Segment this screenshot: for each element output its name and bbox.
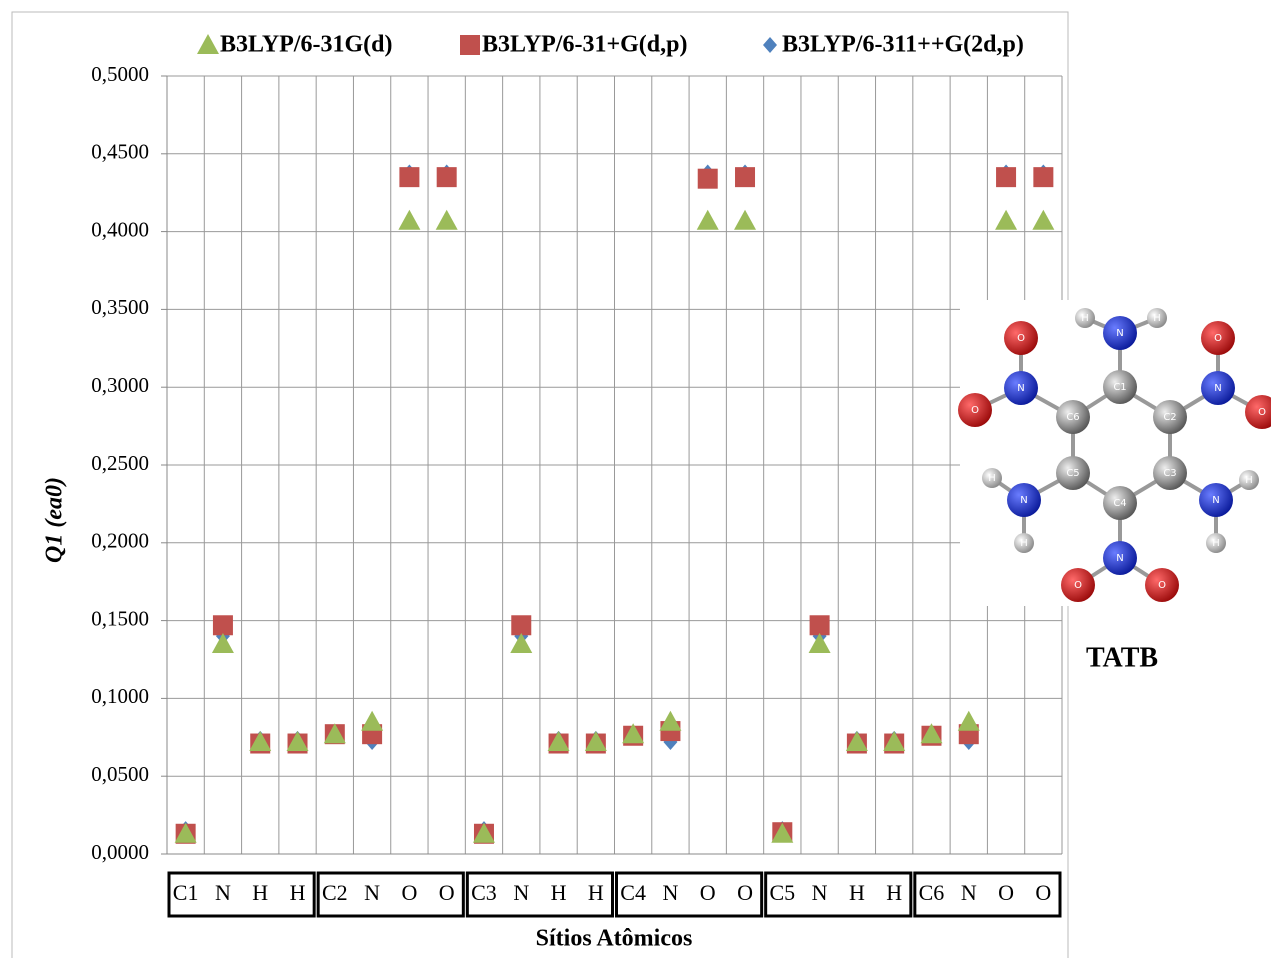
atom-label: C2	[1163, 412, 1176, 423]
x-tick-label: O	[439, 880, 455, 905]
atom-label: H	[1081, 313, 1089, 324]
atom-label: H	[988, 473, 996, 484]
x-tick-label: N	[961, 880, 977, 905]
atom-label: H	[1212, 538, 1220, 549]
legend-label: B3LYP/6-31G(d)	[220, 32, 392, 58]
atom-label: N	[1214, 383, 1221, 394]
y-tick-label: 0,4500	[91, 140, 149, 164]
square-marker	[511, 615, 531, 635]
x-tick-label: H	[551, 880, 567, 905]
atom-label: O	[1214, 333, 1222, 344]
y-tick-label: 0,2000	[91, 529, 149, 553]
atom-label: O	[1158, 580, 1166, 591]
x-tick-label: O	[1035, 880, 1051, 905]
square-marker	[460, 35, 480, 55]
x-axis-label: Sítios Atômicos	[536, 926, 693, 952]
atom-label: H	[1020, 538, 1028, 549]
x-tick-label: H	[849, 880, 865, 905]
x-tick-label: O	[737, 880, 753, 905]
square-marker	[810, 615, 830, 635]
square-marker	[698, 169, 718, 189]
x-tick-label: O	[700, 880, 716, 905]
atom-label: C6	[1066, 412, 1079, 423]
y-tick-label: 0,5000	[91, 62, 149, 86]
atom-label: H	[1245, 475, 1253, 486]
atom-label: C4	[1113, 498, 1126, 509]
atom-label: O	[971, 405, 979, 416]
y-tick-label: 0,0500	[91, 762, 149, 786]
legend-label: B3LYP/6-31+G(d,p)	[482, 32, 688, 58]
x-tick-label: C2	[322, 880, 348, 905]
y-tick-label: 0,3000	[91, 373, 149, 397]
y-tick-label: 0,2500	[91, 451, 149, 475]
x-tick-label: N	[513, 880, 529, 905]
square-marker	[735, 167, 755, 187]
atom-label: N	[1116, 328, 1123, 339]
inset-title: TATB	[1086, 642, 1158, 673]
atom-label: N	[1017, 383, 1024, 394]
y-tick-label: 0,1500	[91, 606, 149, 630]
legend-label: B3LYP/6-311++G(2d,p)	[782, 32, 1024, 58]
x-tick-label: N	[364, 880, 380, 905]
x-tick-label: H	[252, 880, 268, 905]
y-tick-label: 0,0000	[91, 840, 149, 864]
x-tick-label: O	[998, 880, 1014, 905]
y-tick-label: 0,3500	[91, 295, 149, 319]
y-tick-label: 0,1000	[91, 684, 149, 708]
figure: Sítios Atômicos Q1 (ea0) 0,0000 0,0500 0,1…	[0, 0, 1271, 958]
atom-label: O	[1017, 333, 1025, 344]
x-tick-label: C3	[471, 880, 497, 905]
atom-label: O	[1074, 580, 1082, 591]
square-marker	[399, 167, 419, 187]
atom-label: H	[1153, 313, 1161, 324]
atom-label: C1	[1113, 382, 1126, 393]
x-tick-label: H	[886, 880, 902, 905]
y-axis-label: Q1 (ea0)	[42, 477, 68, 563]
square-marker	[996, 167, 1016, 187]
y-tick-label: 0,4000	[91, 217, 149, 241]
square-marker	[437, 167, 457, 187]
atom-label: C5	[1066, 468, 1079, 479]
x-tick-label: C5	[769, 880, 795, 905]
x-tick-label: N	[215, 880, 231, 905]
x-tick-label: C6	[919, 880, 945, 905]
atom-label: N	[1116, 553, 1123, 564]
x-tick-label: C1	[173, 880, 199, 905]
x-tick-label: N	[812, 880, 828, 905]
x-tick-label: N	[662, 880, 678, 905]
x-tick-label: H	[290, 880, 306, 905]
x-tick-label: C4	[620, 880, 646, 905]
atom-label: N	[1020, 495, 1027, 506]
atom-label: C3	[1163, 468, 1176, 479]
x-tick-label: H	[588, 880, 604, 905]
atom-label: O	[1258, 407, 1266, 418]
x-tick-label: O	[401, 880, 417, 905]
square-marker	[213, 615, 233, 635]
atom-label: N	[1212, 495, 1219, 506]
square-marker	[1033, 167, 1053, 187]
